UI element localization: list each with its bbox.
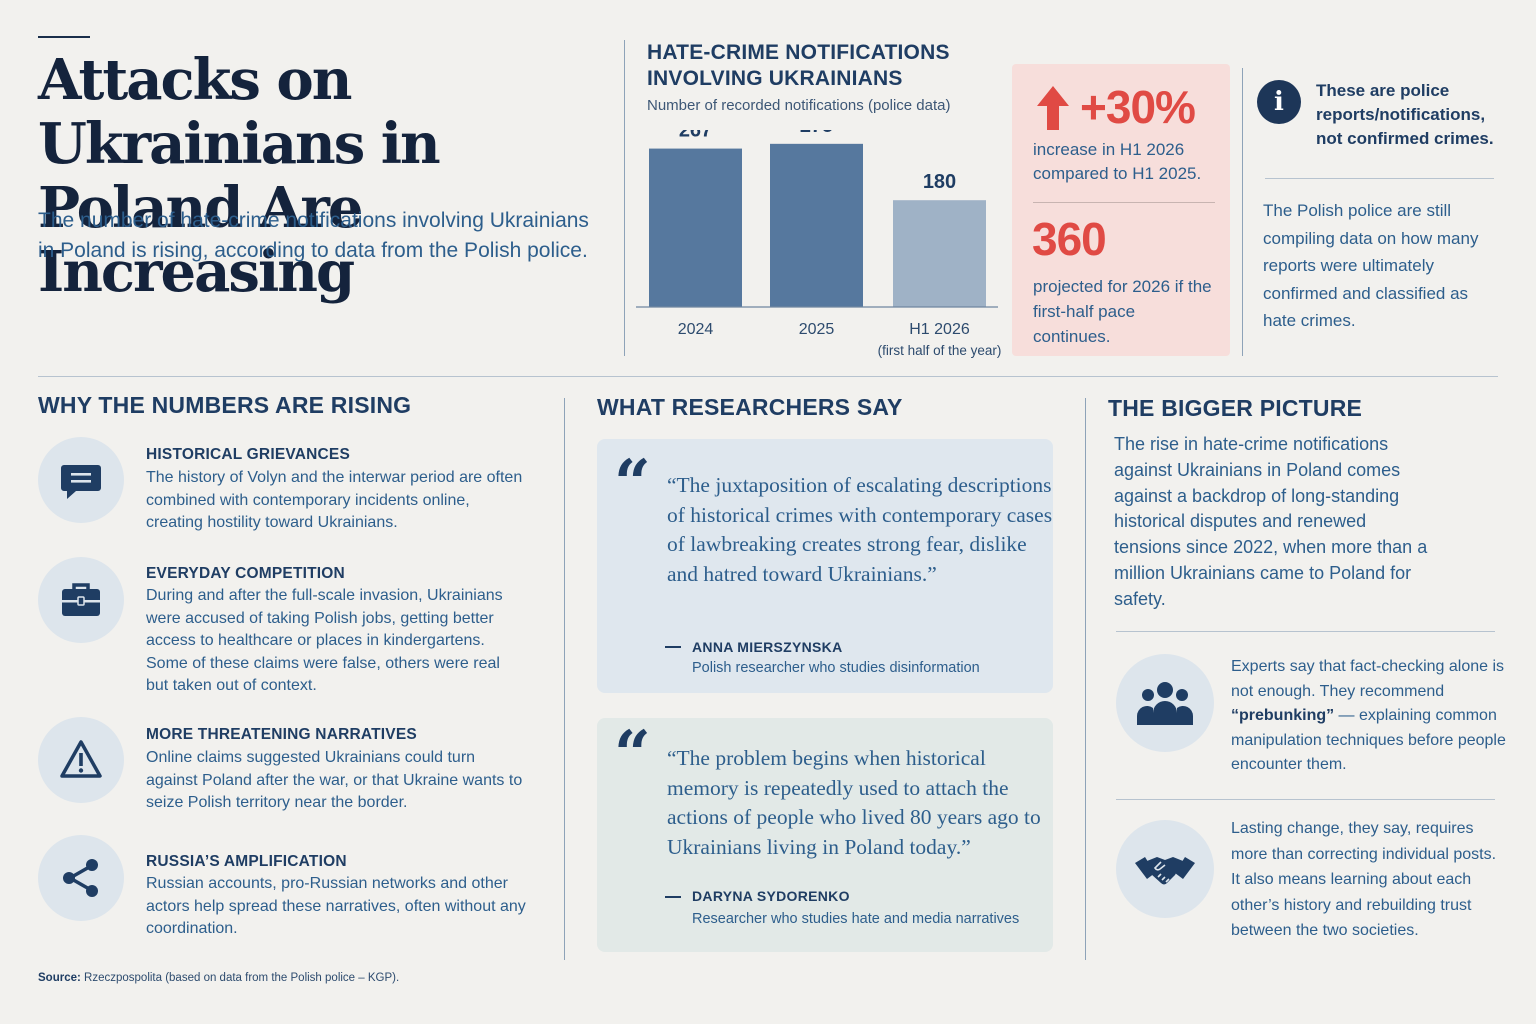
why-icon-wrap-4 [38, 835, 124, 921]
info-icon: i [1257, 80, 1301, 124]
divider-col-2 [1085, 398, 1086, 960]
handshake-icon [1135, 857, 1195, 885]
increase-value: +30% [1080, 81, 1196, 133]
x-tick-label: H1 2026 [909, 321, 970, 338]
header-rule [38, 36, 90, 38]
share-icon [63, 859, 98, 897]
people-group-icon [1137, 682, 1193, 725]
bar-chart: 267 2024 275 2025 180 H1 2026 (first half of t… [636, 130, 1002, 358]
quote-dash [665, 646, 681, 648]
bar-value-label: 180 [923, 171, 956, 193]
bar-H1 2026 [893, 200, 986, 307]
briefcase-icon [62, 583, 100, 616]
quote-author: ANNA MIERSZYNSKA [692, 639, 843, 655]
bigger-rule [1116, 631, 1495, 632]
bar-value-label: 267 [679, 130, 712, 142]
bp-icon-wrap-2 [1116, 820, 1214, 918]
experts-text: Experts say that fact-checking alone is … [1231, 655, 1506, 778]
bigger-rule [1116, 799, 1495, 800]
source-label: Source: [38, 972, 81, 984]
bar-2024 [649, 148, 742, 307]
page-lede: The number of hate-crime notifications i… [38, 209, 589, 262]
researchers-heading: WHAT RESEARCHERS SAY [597, 394, 903, 420]
divider-info-left [1242, 68, 1243, 356]
quote-text: “The problem begins when historical memo… [667, 746, 1041, 859]
chart-subtitle: Number of recorded notifications (police… [647, 97, 951, 114]
quote-mark-icon: “ [614, 717, 651, 792]
why-item-title: RUSSIA’S AMPLIFICATION [146, 853, 347, 870]
lasting-text: Lasting change, they say, requires more … [1231, 820, 1497, 939]
chart-title: HATE-CRIME NOTIFICATIONS INVOLVING UKRAI… [647, 41, 950, 90]
warning-icon [60, 740, 102, 778]
quote-mark-icon: “ [614, 446, 651, 521]
why-icon-wrap-3 [38, 717, 124, 803]
up-arrow-icon [1037, 86, 1069, 130]
why-item-text: During and after the full-scale invasion… [146, 587, 503, 694]
why-item-title: HISTORICAL GRIEVANCES [146, 446, 351, 463]
experts-text-pre: Experts say that fact-checking alone is … [1231, 658, 1505, 700]
bar-value-label: 275 [800, 130, 833, 137]
bp-icon-wrap-1 [1116, 654, 1214, 752]
quote-card [597, 718, 1053, 952]
info-disclaimer: These are police reports/notifications, … [1316, 81, 1494, 148]
why-item-title: MORE THREATENING NARRATIVES [146, 726, 417, 743]
increase-text: increase in H1 2026 compared to H1 2025. [1033, 140, 1202, 183]
why-item-text: The history of Volyn and the interwar pe… [146, 469, 523, 531]
x-tick-label: 2024 [678, 321, 714, 338]
bigger-text: The rise in hate-crime notifications aga… [1114, 434, 1428, 609]
why-item-title: EVERYDAY COMPETITION [146, 565, 345, 582]
quote-card [597, 439, 1053, 693]
quote-author-role: Polish researcher who studies disinforma… [692, 660, 980, 676]
bar-2025 [770, 143, 863, 307]
why-icon-wrap-2 [38, 557, 124, 643]
x-tick-label: 2025 [799, 321, 835, 338]
projection-value: 360 [1032, 213, 1107, 265]
section-divider [38, 376, 1498, 377]
info-rule [1265, 178, 1494, 179]
bigger-heading: THE BIGGER PICTURE [1108, 395, 1363, 421]
divider-chart-left [624, 40, 625, 356]
why-item-text: Russian accounts, pro-Russian networks a… [146, 875, 526, 937]
x-tick-note: (first half of the year) [878, 343, 1002, 358]
why-icon-wrap-1 [38, 437, 124, 523]
source-text: Rzeczpospolita (based on data from the P… [84, 972, 400, 984]
why-item-text: Online claims suggested Ukrainians could… [146, 749, 523, 811]
experts-text-post: — explaining common manipulation techniq… [1231, 707, 1506, 773]
quote-dash [665, 896, 681, 898]
chat-bubble-icon [61, 465, 101, 499]
experts-text-bold: “prebunking” [1231, 707, 1335, 724]
projection-text: projected for 2026 if the first-half pac… [1033, 277, 1212, 346]
why-heading: WHY THE NUMBERS ARE RISING [38, 392, 412, 418]
source-note: Source: Rzeczpospolita (based on data fr… [38, 972, 399, 984]
info-text: The Polish police are still compiling da… [1263, 201, 1479, 330]
quote-author-role: Researcher who studies hate and media na… [692, 911, 1020, 927]
stat-divider [1033, 202, 1215, 203]
quote-text: “The juxtaposition of escalating descrip… [667, 473, 1053, 586]
quote-author: DARYNA SYDORENKO [692, 888, 850, 904]
page-title: Attacks on Ukrainians in Poland Are Incr… [38, 47, 441, 305]
divider-col-1 [564, 398, 565, 960]
